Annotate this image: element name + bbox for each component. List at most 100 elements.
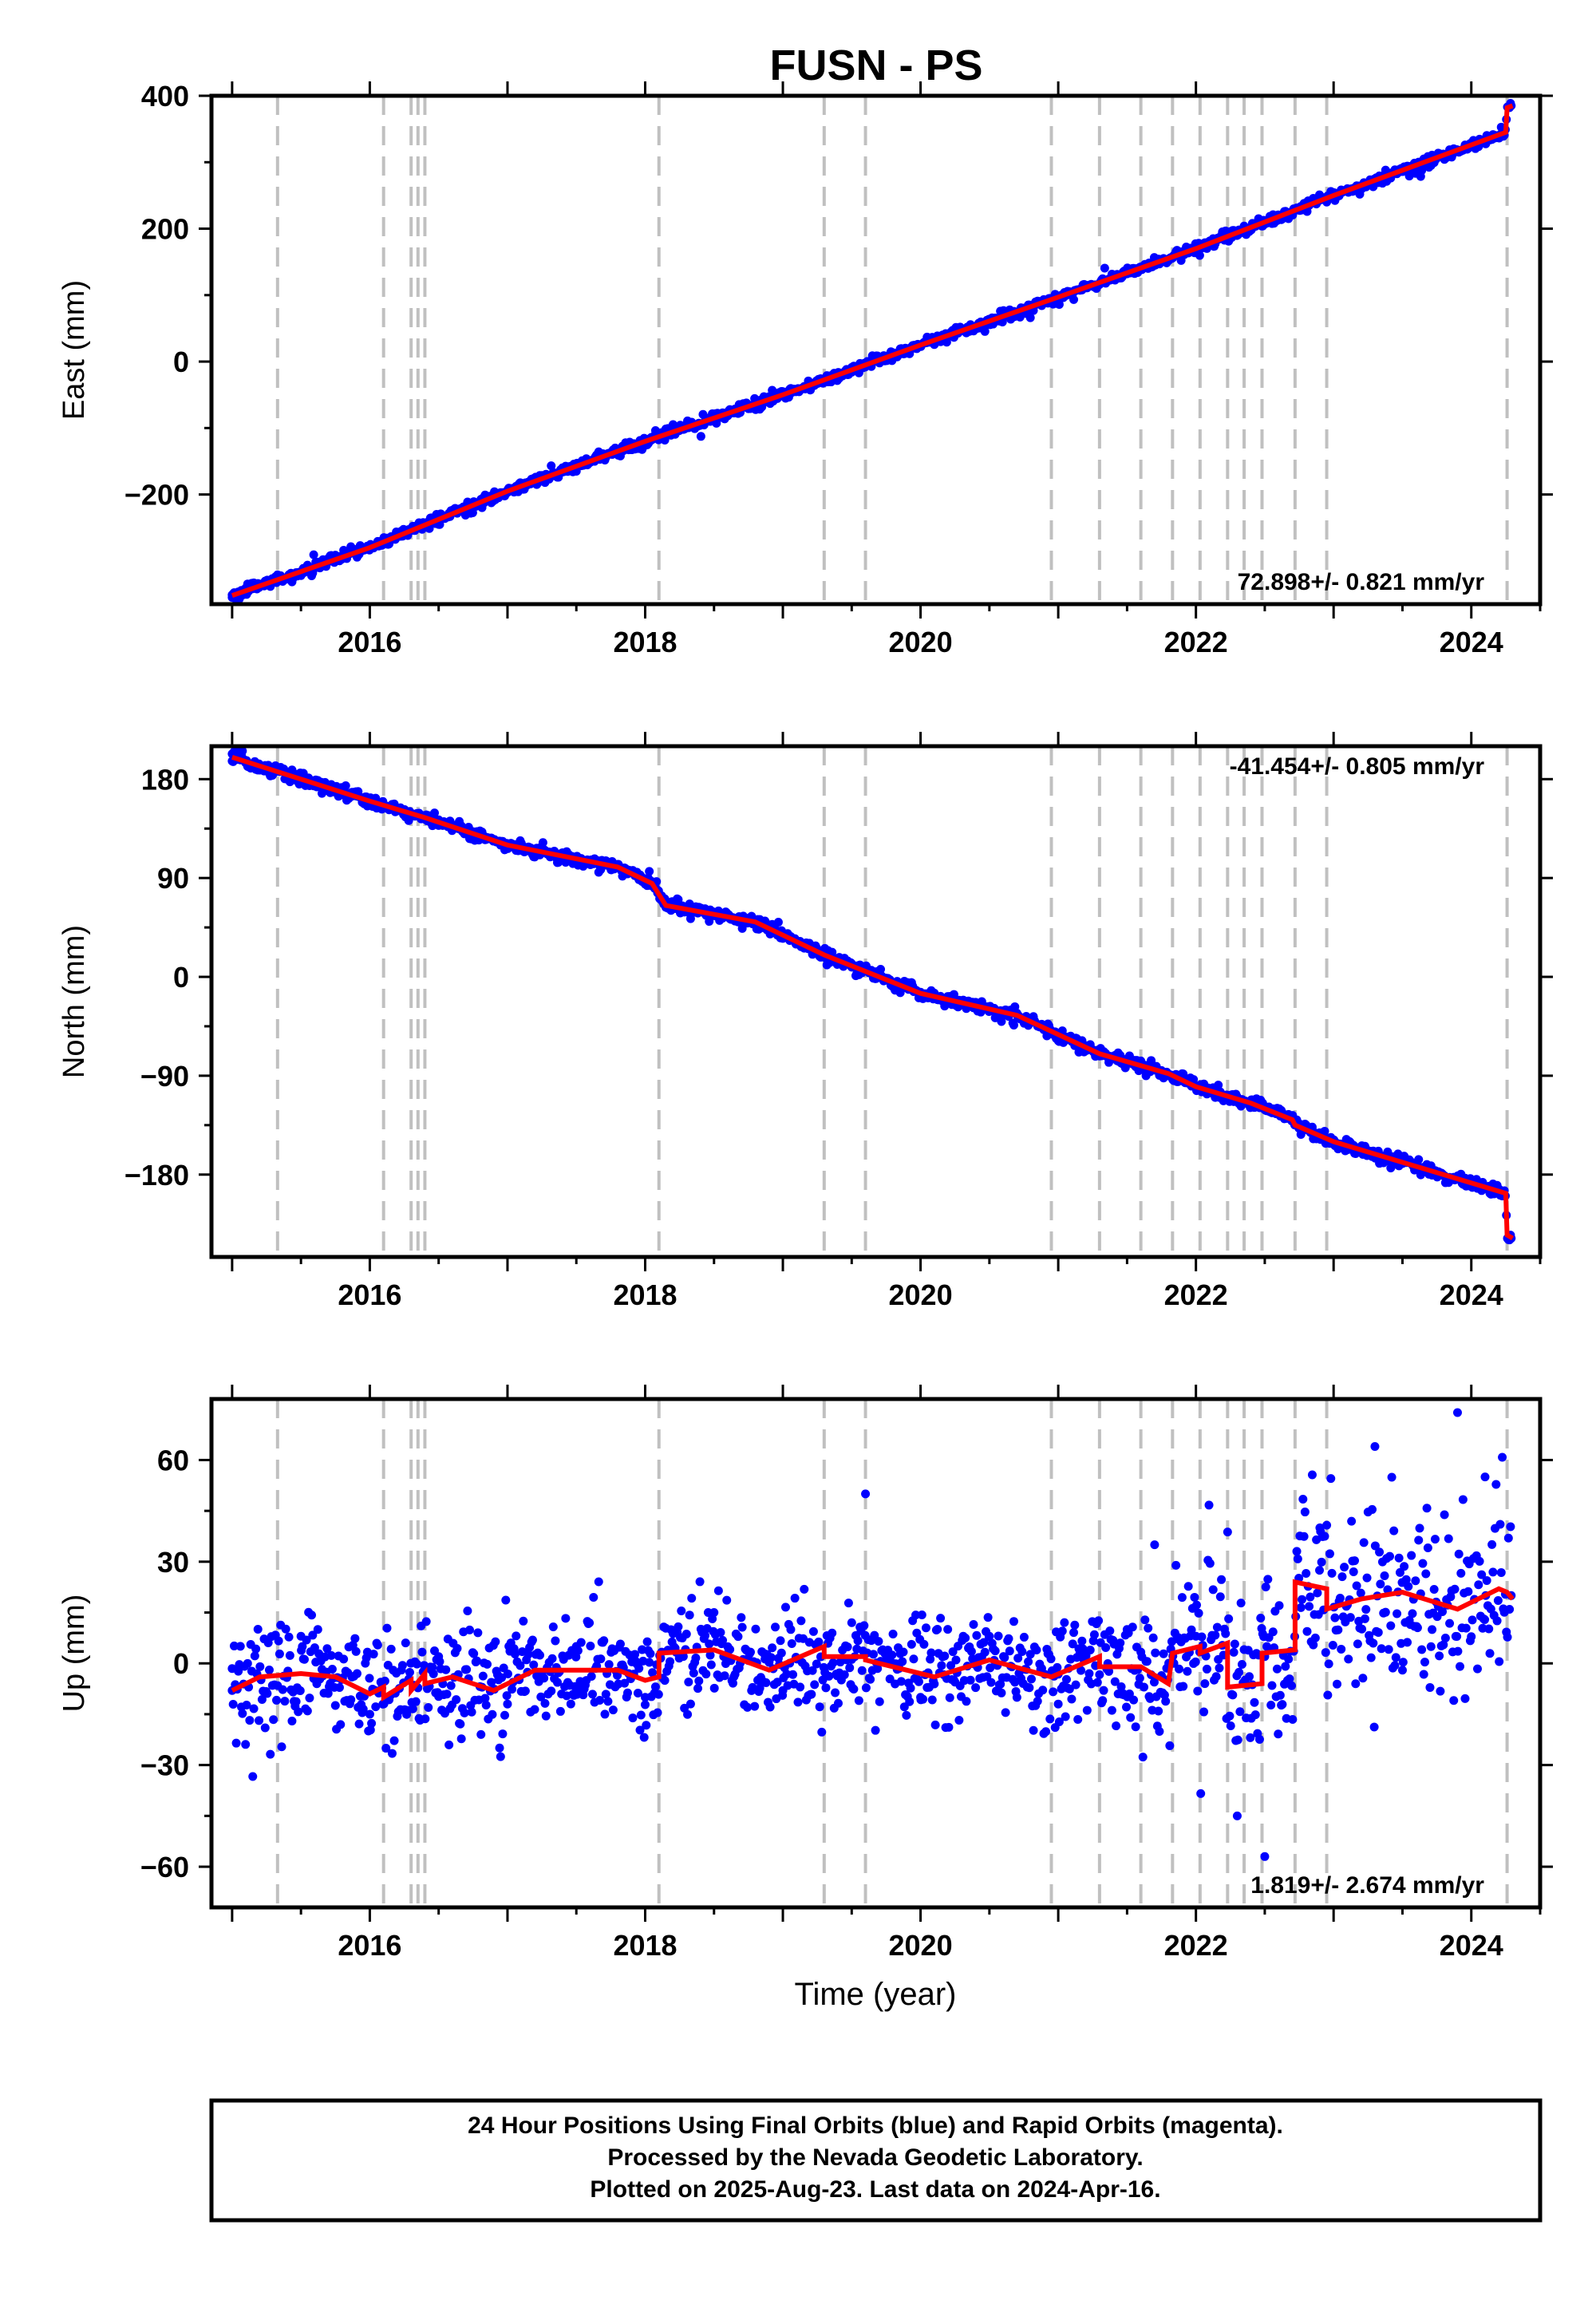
data-point — [853, 1636, 863, 1646]
data-point — [1104, 1666, 1114, 1676]
x-tick-label: 2020 — [889, 1279, 953, 1311]
data-point — [538, 838, 547, 848]
data-point — [1009, 1020, 1018, 1030]
data-point — [705, 1650, 715, 1660]
panel-frame — [209, 1397, 1543, 1910]
data-point — [430, 808, 440, 818]
data-point — [585, 1618, 595, 1628]
data-point — [434, 1652, 444, 1662]
data-point — [1225, 1711, 1235, 1721]
event-lines — [275, 746, 1509, 1257]
data-point — [980, 1647, 990, 1657]
data-point — [868, 1650, 878, 1659]
data-point — [354, 1719, 364, 1729]
data-point — [460, 1708, 469, 1717]
data-point — [1300, 1508, 1310, 1517]
data-point — [604, 1660, 614, 1670]
data-point — [1256, 1614, 1266, 1623]
data-point — [1344, 1654, 1353, 1664]
data-point — [530, 1705, 539, 1714]
data-point — [1349, 1567, 1358, 1576]
data-point — [1435, 1651, 1444, 1661]
data-point — [1029, 1725, 1038, 1735]
data-point — [1187, 1625, 1196, 1634]
data-point — [1073, 1714, 1083, 1724]
data-point — [1496, 1567, 1506, 1577]
data-point — [365, 1674, 374, 1683]
data-point — [1296, 1603, 1306, 1612]
data-point — [1025, 1650, 1035, 1659]
data-point — [814, 1637, 824, 1646]
data-point — [761, 1678, 771, 1687]
data-point — [429, 1669, 438, 1678]
data-point — [1142, 1657, 1152, 1666]
data-point — [1400, 1562, 1409, 1571]
data-point — [745, 1647, 755, 1657]
data-point — [966, 1675, 975, 1685]
data-point — [1053, 1662, 1062, 1672]
data-point — [635, 1725, 645, 1735]
data-point — [1110, 1677, 1120, 1686]
data-point — [905, 1697, 915, 1706]
data-point — [1221, 1629, 1231, 1638]
data-point — [1328, 1641, 1337, 1650]
data-point — [705, 917, 714, 927]
data-point — [1245, 1672, 1254, 1682]
data-point — [250, 1651, 259, 1661]
data-point — [1480, 1472, 1490, 1482]
x-tick-label: 2022 — [1164, 1279, 1228, 1311]
data-point — [1422, 1504, 1432, 1513]
y-tick-label: 400 — [141, 80, 189, 113]
data-point — [275, 1649, 284, 1658]
data-point — [551, 1636, 560, 1646]
data-point — [833, 1698, 843, 1708]
data-point — [600, 1709, 610, 1719]
data-point — [601, 1690, 610, 1699]
data-point — [1140, 1682, 1149, 1692]
data-point — [875, 1697, 884, 1706]
data-point — [930, 1679, 939, 1689]
data-point — [1165, 1741, 1175, 1750]
data-point — [595, 1696, 605, 1705]
data-point — [1317, 1557, 1326, 1567]
data-point — [535, 1650, 545, 1660]
data-point — [465, 1625, 475, 1634]
data-point — [645, 1658, 654, 1667]
data-point — [381, 1744, 391, 1753]
data-point — [1327, 1568, 1337, 1578]
data-point — [899, 1647, 908, 1657]
data-point — [571, 1642, 581, 1651]
data-point — [1183, 1666, 1192, 1676]
data-point — [821, 1683, 831, 1693]
y-tick-label: 200 — [141, 213, 189, 246]
data-point — [1138, 1753, 1148, 1762]
data-point — [588, 1690, 598, 1699]
data-point — [1320, 1531, 1329, 1541]
data-point — [898, 1657, 907, 1666]
data-point — [1175, 1664, 1184, 1674]
data-point — [737, 1613, 746, 1622]
data-point — [1069, 294, 1079, 304]
data-point — [997, 1688, 1006, 1697]
data-point — [1387, 1472, 1396, 1482]
data-point — [586, 1641, 595, 1650]
data-point — [1098, 1696, 1108, 1705]
data-point — [1484, 1624, 1494, 1634]
data-point — [1455, 1662, 1464, 1671]
x-tick-label: 2016 — [338, 1279, 401, 1311]
data-point — [951, 1655, 961, 1665]
data-point — [1071, 1680, 1080, 1690]
data-point — [488, 1709, 497, 1719]
data-point — [962, 1697, 971, 1706]
data-point — [245, 1716, 255, 1725]
rate-annotation: 1.819+/- 2.674 mm/yr — [1250, 1872, 1484, 1899]
data-point — [1325, 1549, 1334, 1559]
data-point — [1254, 1734, 1264, 1744]
data-point — [1278, 1700, 1287, 1709]
x-tick-label: 2018 — [613, 626, 677, 658]
data-point — [1298, 1595, 1307, 1604]
data-point — [1444, 1534, 1453, 1543]
data-point — [701, 1670, 711, 1679]
data-point — [1460, 1694, 1470, 1703]
data-point — [371, 1702, 381, 1712]
